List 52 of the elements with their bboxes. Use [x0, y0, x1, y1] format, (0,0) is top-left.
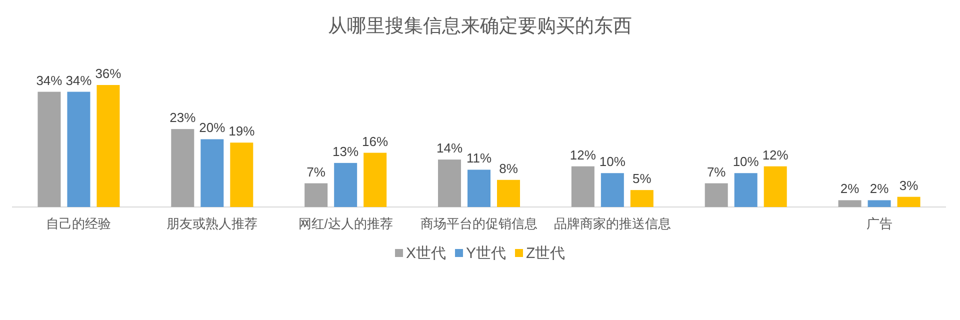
data-label: 5% — [632, 171, 652, 186]
data-label: 8% — [499, 160, 518, 176]
data-label: 36% — [95, 66, 122, 81]
bar — [200, 139, 224, 207]
x-tick-label: 商场平台的促销信息 — [420, 216, 538, 231]
data-label: 23% — [170, 110, 196, 126]
data-label: 12% — [570, 147, 596, 162]
x-tick-label: 广告 — [866, 216, 892, 231]
data-label: 11% — [466, 150, 492, 166]
data-label: 19% — [228, 124, 256, 139]
x-tick-label: 品牌商家的推送信息 — [554, 216, 671, 231]
data-label: 10% — [732, 154, 760, 170]
bar — [67, 92, 90, 207]
bar — [630, 190, 654, 207]
bar — [96, 85, 120, 207]
bar — [704, 183, 728, 207]
bar — [764, 166, 787, 207]
bar — [497, 180, 520, 207]
legend-label: X世代 — [406, 245, 446, 262]
bar — [230, 142, 254, 207]
data-label: 34% — [66, 72, 92, 88]
bar — [571, 166, 594, 207]
bar — [334, 162, 358, 207]
data-label: 34% — [36, 72, 63, 88]
bar — [304, 183, 328, 207]
data-label: 2% — [840, 181, 860, 196]
bar — [838, 200, 862, 207]
data-label: 13% — [332, 144, 360, 159]
chart-title: 从哪里搜集信息来确定要购买的东西 — [328, 15, 632, 37]
bar — [734, 173, 758, 207]
bar — [600, 173, 624, 207]
bar — [868, 200, 891, 207]
data-label: 12% — [762, 147, 789, 162]
bar — [364, 152, 387, 207]
x-tick-label: 自己的经验 — [46, 216, 112, 231]
bar — [468, 170, 490, 207]
data-label: 14% — [436, 140, 463, 156]
legend-label: Z世代 — [526, 245, 566, 262]
data-label: 20% — [199, 120, 226, 136]
bar — [438, 160, 461, 207]
bar — [171, 129, 194, 207]
bar — [38, 92, 61, 207]
legend-label: Y世代 — [466, 245, 506, 262]
data-label: 7% — [706, 164, 726, 180]
data-label: 2% — [870, 181, 890, 196]
x-tick-label: 朋友或熟人推荐 — [166, 216, 258, 231]
data-label: 16% — [362, 134, 389, 149]
bar — [897, 196, 920, 207]
data-label: 3% — [899, 178, 919, 193]
x-tick-label: 网红/达人的推荐 — [298, 216, 393, 231]
data-label: 10% — [599, 154, 626, 170]
data-label: 7% — [306, 164, 326, 180]
